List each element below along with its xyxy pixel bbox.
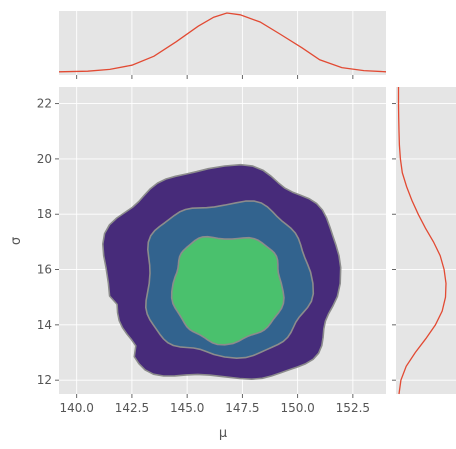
top-marginal-ticks bbox=[76, 75, 354, 79]
x-tick-label: 142.5 bbox=[115, 401, 149, 415]
y-tick-label: 14 bbox=[37, 318, 52, 332]
y-tick-label: 22 bbox=[37, 97, 52, 111]
x-axis-ticks: 140.0 142.5 145.0 147.5 150.0 152.5 bbox=[59, 394, 370, 415]
x-tick-label: 147.5 bbox=[225, 401, 259, 415]
right-marginal-grid bbox=[396, 103, 456, 381]
right-marginal-background bbox=[396, 87, 456, 394]
top-marginal-grid bbox=[76, 11, 354, 75]
top-marginal-panel bbox=[58, 11, 387, 79]
x-tick-label: 150.0 bbox=[280, 401, 314, 415]
x-tick-label: 145.0 bbox=[170, 401, 204, 415]
main-contour-panel: 140.0 142.5 145.0 147.5 150.0 152.5 12 14 16 18 2… bbox=[37, 87, 386, 415]
x-tick-label: 152.5 bbox=[336, 401, 370, 415]
y-tick-label: 12 bbox=[37, 373, 52, 387]
y-axis-ticks: 12 14 16 18 20 22 bbox=[37, 97, 59, 387]
top-marginal-kde-curve bbox=[58, 12, 387, 73]
contour-inner bbox=[170, 235, 285, 346]
x-tick-label: 140.0 bbox=[59, 401, 93, 415]
right-marginal-panel bbox=[392, 87, 456, 395]
y-tick-label: 16 bbox=[37, 263, 52, 277]
y-tick-label: 20 bbox=[37, 152, 52, 166]
right-marginal-ticks bbox=[392, 103, 396, 381]
right-marginal-kde-curve bbox=[397, 87, 447, 395]
kde-contours bbox=[102, 163, 342, 380]
y-tick-label: 18 bbox=[37, 207, 52, 221]
x-axis-label: μ bbox=[219, 426, 227, 441]
y-axis-label: σ bbox=[9, 237, 24, 245]
